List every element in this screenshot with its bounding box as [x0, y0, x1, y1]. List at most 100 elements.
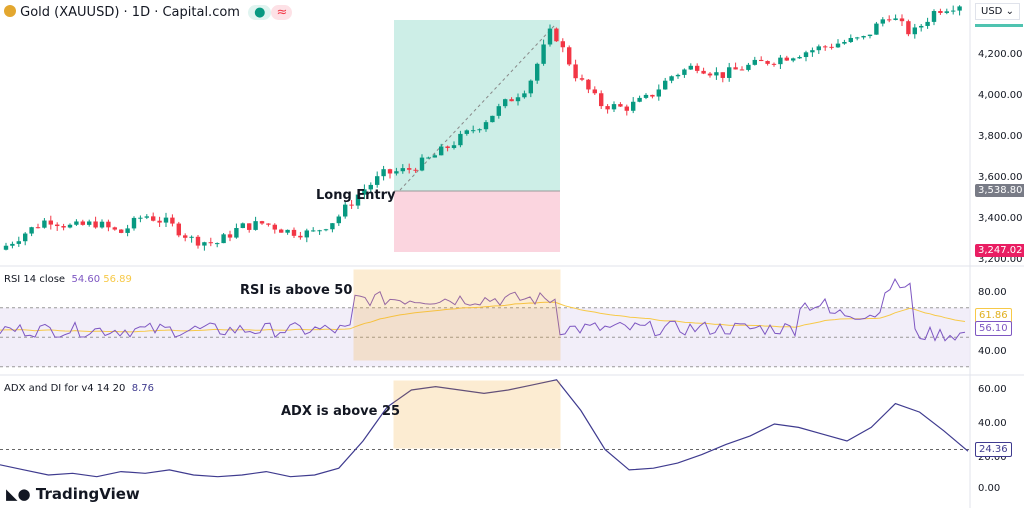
profit-zone [394, 20, 560, 191]
candle-body [503, 99, 508, 107]
candle-body [131, 217, 137, 229]
candle-body [554, 28, 559, 42]
candle-body [234, 228, 239, 238]
candle-body [816, 46, 821, 51]
candle-body [643, 94, 649, 98]
candle-body [144, 216, 149, 218]
price-tick: 4,200.00 [978, 49, 1023, 60]
candle-body [138, 217, 143, 219]
candle-body [944, 11, 949, 13]
currency-selector[interactable]: USD ⌄ [975, 3, 1020, 20]
rsi-title: RSI 14 close [4, 274, 66, 285]
tv-logo-icon: ◣● [6, 485, 31, 503]
candle-body [938, 11, 943, 13]
candle-body [16, 241, 21, 244]
candle-body [618, 104, 623, 107]
candle-body [714, 72, 719, 76]
candle-body [458, 133, 463, 146]
candle-body [848, 37, 853, 42]
candle-body [880, 19, 885, 24]
candle-body [765, 61, 770, 64]
candle-body [483, 122, 489, 130]
candle-body [183, 235, 188, 238]
candle-body [323, 229, 329, 231]
rsi-tick: 40.00 [978, 346, 1007, 357]
candle-body [695, 65, 700, 71]
candle-body [279, 229, 284, 233]
candle-body [240, 223, 245, 229]
candle-body [355, 194, 361, 206]
candle-body [861, 36, 866, 38]
candle-body [887, 19, 892, 21]
candle-body [586, 79, 591, 90]
candle-body [67, 224, 73, 228]
candle-body [80, 221, 85, 225]
candle-body [413, 169, 418, 171]
candle-body [855, 37, 860, 39]
candle-body [266, 223, 271, 225]
candle-body [119, 229, 124, 233]
candle-body [432, 155, 437, 158]
candle-body [829, 46, 834, 48]
currency-label: USD [981, 6, 1003, 17]
candle-body [771, 63, 777, 65]
candle-body [304, 230, 309, 238]
candle-body [682, 69, 687, 75]
candle-body [208, 242, 213, 244]
candle-body [272, 224, 277, 230]
price-tick: 4,000.00 [978, 90, 1023, 101]
candle-body [151, 216, 156, 221]
candle-body [605, 106, 610, 110]
candle-body [624, 106, 629, 111]
rsi-legend[interactable]: RSI 14 close 54.60 56.89 [4, 274, 132, 285]
candle-body [317, 230, 322, 232]
tradingview-logo[interactable]: ◣● TradingView [6, 485, 140, 503]
symbol-title[interactable]: Gold (XAUUSD) · 1D · Capital.com [20, 5, 240, 20]
candle-body [343, 204, 348, 217]
adx-tick: 0.00 [978, 483, 1001, 494]
candle-body [42, 220, 47, 228]
candle-body [637, 97, 642, 102]
candle-body [253, 221, 258, 230]
candle-body [567, 47, 572, 65]
candle-body [285, 229, 290, 233]
long-entry-label: Long Entry [316, 188, 396, 203]
trade-diagonal [399, 24, 556, 191]
last-price-tag: 3,247.02 [975, 244, 1024, 257]
candle-body [746, 64, 751, 70]
candle-body [631, 101, 636, 111]
adx-legend[interactable]: ADX and DI for v4 14 20 8.76 [4, 383, 154, 394]
adx-highlight-box [393, 380, 561, 449]
candle-body [957, 6, 962, 11]
candle-body [599, 93, 604, 107]
candle-body [823, 46, 828, 48]
rsi-highlight-box [353, 269, 561, 361]
candle-body [170, 217, 175, 224]
rsi-tag: 56.10 [975, 321, 1012, 336]
candle-body [541, 44, 546, 64]
candle-body [336, 216, 341, 224]
adx-value: 8.76 [131, 383, 155, 394]
adx-tick: 60.00 [978, 384, 1007, 395]
candle-body [522, 93, 527, 98]
candle-body [727, 67, 732, 78]
candle-body [797, 57, 802, 59]
candle-body [579, 78, 585, 80]
candle-body [349, 204, 354, 206]
logo-text: TradingView [35, 485, 140, 503]
candle-body [362, 189, 367, 195]
candle-body [592, 89, 597, 94]
rsi-note-label: RSI is above 50 [240, 283, 353, 298]
candle-body [867, 34, 873, 37]
candle-body [247, 223, 252, 230]
candle-body [330, 223, 335, 230]
candle-body [387, 169, 393, 174]
candle-body [35, 227, 41, 229]
candle-body [176, 223, 181, 236]
candle-body [560, 41, 565, 48]
candle-body [61, 226, 66, 228]
candle-body [739, 69, 745, 71]
price-tick: 3,200.00 [978, 254, 1023, 265]
candle-body [803, 52, 809, 58]
